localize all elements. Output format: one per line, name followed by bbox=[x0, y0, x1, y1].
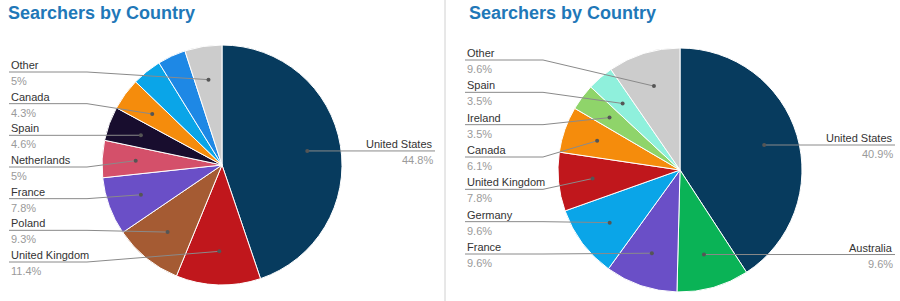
svg-text:11.4%: 11.4% bbox=[11, 265, 42, 277]
svg-text:France: France bbox=[11, 186, 45, 198]
svg-text:5%: 5% bbox=[11, 75, 27, 87]
svg-text:9.3%: 9.3% bbox=[11, 233, 36, 245]
svg-text:3.5%: 3.5% bbox=[467, 128, 492, 140]
svg-text:Netherlands: Netherlands bbox=[11, 154, 71, 166]
svg-text:9.6%: 9.6% bbox=[467, 257, 492, 269]
svg-text:7.8%: 7.8% bbox=[11, 202, 36, 214]
svg-text:Canada: Canada bbox=[467, 144, 506, 156]
svg-text:6.1%: 6.1% bbox=[467, 160, 492, 172]
svg-text:United States: United States bbox=[366, 138, 433, 150]
svg-text:3.5%: 3.5% bbox=[467, 95, 492, 107]
svg-text:Australia: Australia bbox=[849, 242, 893, 254]
svg-text:Germany: Germany bbox=[467, 209, 513, 221]
svg-text:Searchers by Country: Searchers by Country bbox=[469, 3, 656, 23]
svg-text:Searchers by Country: Searchers by Country bbox=[8, 3, 195, 23]
svg-text:Other: Other bbox=[11, 59, 39, 71]
svg-text:Ireland: Ireland bbox=[467, 112, 501, 124]
svg-text:Canada: Canada bbox=[11, 91, 50, 103]
svg-text:United States: United States bbox=[826, 132, 893, 144]
svg-text:United Kingdom: United Kingdom bbox=[11, 249, 89, 261]
svg-text:7.8%: 7.8% bbox=[467, 192, 492, 204]
svg-text:5%: 5% bbox=[11, 170, 27, 182]
svg-text:Spain: Spain bbox=[11, 122, 39, 134]
svg-text:9.6%: 9.6% bbox=[467, 225, 492, 237]
svg-text:9.6%: 9.6% bbox=[467, 63, 492, 75]
svg-text:France: France bbox=[467, 241, 501, 253]
svg-text:4.3%: 4.3% bbox=[11, 107, 36, 119]
svg-text:40.9%: 40.9% bbox=[862, 148, 893, 160]
svg-text:4.6%: 4.6% bbox=[11, 138, 36, 150]
svg-text:United Kingdom: United Kingdom bbox=[467, 176, 545, 188]
svg-text:Spain: Spain bbox=[467, 79, 495, 91]
svg-text:44.8%: 44.8% bbox=[402, 154, 433, 166]
svg-text:9.6%: 9.6% bbox=[868, 258, 893, 270]
svg-text:Other: Other bbox=[467, 47, 495, 59]
svg-text:Poland: Poland bbox=[11, 217, 45, 229]
